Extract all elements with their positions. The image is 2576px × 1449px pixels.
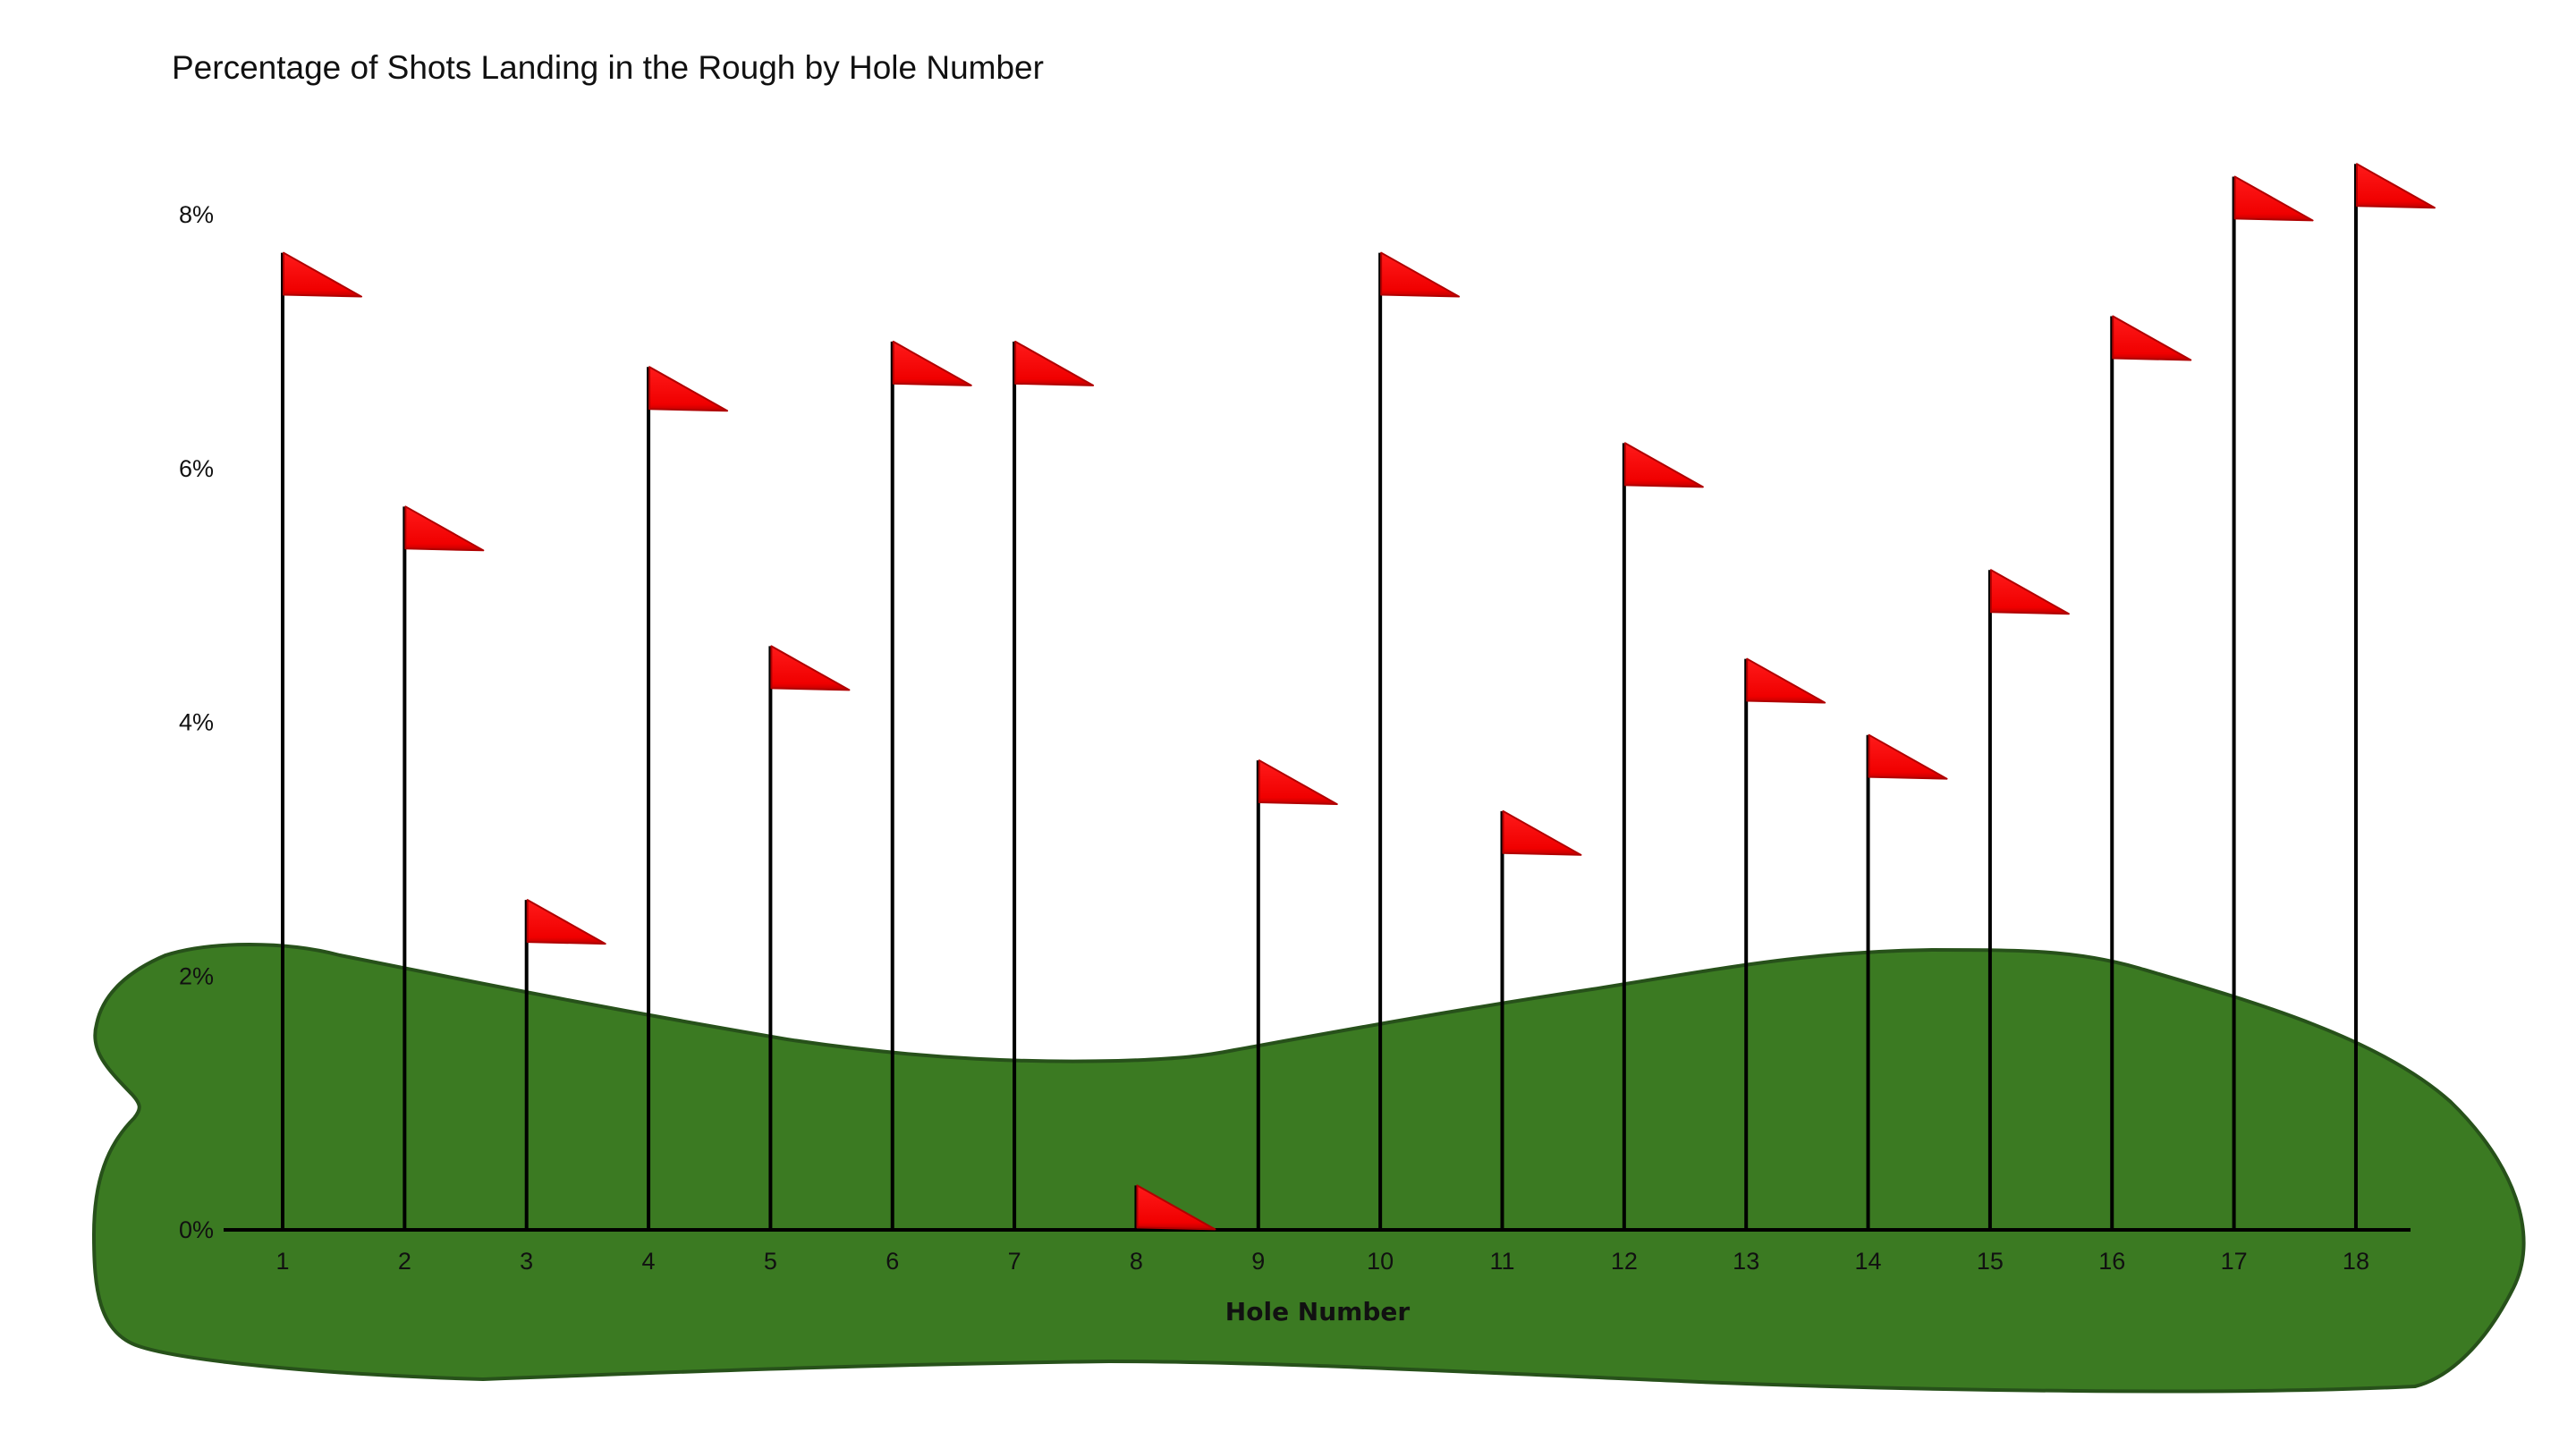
flag-icon [770,645,851,691]
x-tick-label: 18 [2343,1248,2369,1275]
flag-icon [1868,733,1948,780]
flag-icon [1746,657,1826,704]
x-tick-label: 4 [642,1248,656,1275]
x-tick-label: 8 [1130,1248,1143,1275]
chart-title: Percentage of Shots Landing in the Rough… [172,49,1044,86]
x-tick-label: 2 [398,1248,411,1275]
x-tick-label: 16 [2098,1248,2125,1275]
x-tick-label: 17 [2221,1248,2248,1275]
x-tick-label: 3 [520,1248,533,1275]
x-tick-label: 13 [1733,1248,1759,1275]
flag-icon [283,251,362,298]
flag-icon [404,505,485,552]
flag-mark-hole-18 [2353,163,2436,1230]
y-tick-label: 8% [179,201,214,228]
flag-mark-hole-8 [1134,1184,1216,1231]
flag-icon [1380,251,1461,298]
flag-marks [281,163,2436,1231]
flag-mark-hole-15 [1987,569,2070,1230]
flag-mark-hole-4 [647,366,729,1230]
y-tick-label: 2% [179,962,214,989]
flag-mark-hole-13 [1744,657,1826,1230]
flag-mark-hole-2 [402,505,485,1230]
flag-mark-hole-9 [1256,759,1338,1230]
flag-mark-hole-1 [281,251,362,1230]
flag-mark-hole-17 [2232,175,2314,1230]
flag-icon [526,899,606,945]
x-tick-label: 15 [1977,1248,2004,1275]
x-tick-label: 9 [1251,1248,1265,1275]
flag-icon [1989,569,2070,615]
flag-mark-hole-7 [1013,340,1095,1230]
x-axis-title: Hole Number [1225,1297,1411,1326]
x-tick-label: 12 [1611,1248,1638,1275]
flag-mark-hole-6 [890,340,972,1230]
flag-mark-hole-16 [2110,315,2192,1230]
x-tick-label: 1 [275,1248,289,1275]
y-tick-label: 4% [179,709,214,736]
y-tick-label: 6% [179,455,214,482]
x-axis-tick-labels: 1 2 3 4 5 6 7 8 9 10 11 12 13 14 15 16 17 18 [275,1248,2368,1275]
flag-icon [2112,315,2192,361]
x-tick-label: 11 [1489,1248,1514,1275]
flag-mark-hole-10 [1378,251,1461,1230]
flag-icon [1014,340,1095,386]
x-tick-label: 7 [1008,1248,1021,1275]
flag-icon [1258,759,1338,806]
flag-icon [2233,175,2314,222]
y-tick-label: 0% [179,1216,214,1243]
putting-green-shape [91,943,2526,1394]
flag-mark-hole-5 [768,645,851,1230]
flag-icon [648,366,729,412]
flag-icon [2355,163,2436,209]
flag-icon [892,340,972,386]
flag-mark-hole-14 [1866,733,1948,1230]
flag-mark-hole-3 [524,899,606,1230]
flag-mark-hole-12 [1622,442,1704,1230]
x-tick-label: 10 [1367,1248,1394,1275]
x-tick-label: 14 [1855,1248,1882,1275]
flag-mark-hole-11 [1500,809,1582,1230]
flag-icon [1502,809,1582,856]
flag-icon [1136,1184,1216,1231]
x-tick-label: 6 [886,1248,899,1275]
x-tick-label: 5 [764,1248,777,1275]
y-axis-tick-labels: 0% 2% 4% 6% 8% [179,201,214,1243]
flag-icon [1623,442,1704,488]
